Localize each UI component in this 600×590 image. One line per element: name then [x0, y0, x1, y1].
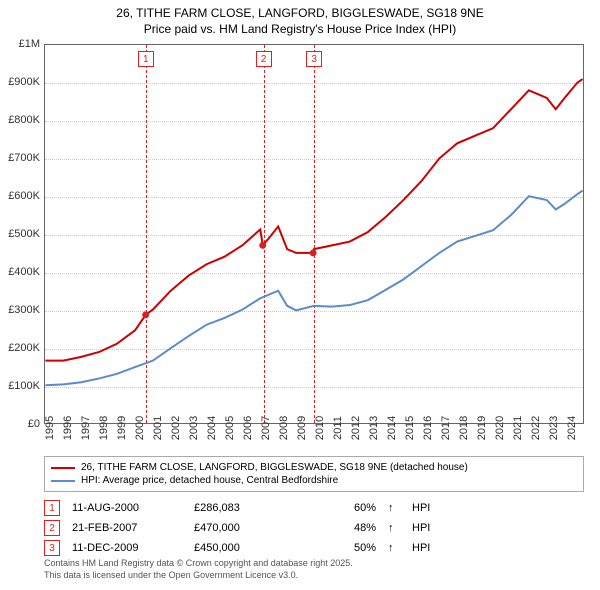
x-axis-tick-label: 2005 — [224, 416, 236, 440]
y-axis-tick-label: £1M — [19, 38, 40, 50]
transaction-pct: 50% — [316, 542, 376, 554]
title-line-2: Price paid vs. HM Land Registry's House … — [0, 22, 600, 38]
x-axis-tick-label: 2007 — [260, 416, 272, 440]
x-axis-tick-label: 2024 — [566, 416, 578, 440]
x-axis-tick-label: 2000 — [134, 416, 146, 440]
transaction-marker: 1 — [44, 500, 60, 516]
title-line-1: 26, TITHE FARM CLOSE, LANGFORD, BIGGLESW… — [0, 6, 600, 22]
x-axis-tick-label: 2020 — [494, 416, 506, 440]
legend-label: 26, TITHE FARM CLOSE, LANGFORD, BIGGLESW… — [81, 462, 468, 473]
x-axis-tick-label: 2004 — [206, 416, 218, 440]
transaction-date: 11-AUG-2000 — [72, 502, 182, 514]
x-axis-tick-label: 1998 — [98, 416, 110, 440]
chart-title: 26, TITHE FARM CLOSE, LANGFORD, BIGGLESW… — [0, 0, 600, 37]
x-axis-tick-label: 1996 — [62, 416, 74, 440]
transaction-hpi-label: HPI — [412, 542, 442, 554]
y-axis-tick-label: £600K — [8, 190, 40, 202]
x-axis-tick-label: 2017 — [440, 416, 452, 440]
y-axis-tick-label: £700K — [8, 152, 40, 164]
plot-area: 1 2 3 — [44, 44, 584, 424]
x-axis-tick-label: 2012 — [350, 416, 362, 440]
x-axis-tick-label: 2013 — [368, 416, 380, 440]
x-axis-tick-label: 2022 — [530, 416, 542, 440]
x-axis-tick-label: 2006 — [242, 416, 254, 440]
transaction-date: 21-FEB-2007 — [72, 522, 182, 534]
y-axis-tick-label: £100K — [8, 380, 40, 392]
transaction-hpi-label: HPI — [412, 502, 442, 514]
x-axis-tick-label: 1997 — [80, 416, 92, 440]
up-arrow-icon: ↑ — [388, 522, 400, 534]
y-axis-tick-label: £200K — [8, 342, 40, 354]
transaction-price: £450,000 — [194, 542, 304, 554]
legend-swatch — [51, 480, 75, 482]
legend-swatch — [51, 467, 75, 469]
transaction-price: £470,000 — [194, 522, 304, 534]
marker-label: 3 — [306, 51, 322, 67]
transaction-row: 3 11-DEC-2009 £450,000 50% ↑ HPI — [44, 538, 584, 558]
legend-label: HPI: Average price, detached house, Cent… — [81, 475, 338, 486]
transaction-row: 1 11-AUG-2000 £286,083 60% ↑ HPI — [44, 498, 584, 518]
footer-line-2: This data is licensed under the Open Gov… — [44, 570, 353, 582]
marker-dot — [259, 242, 266, 249]
y-axis-tick-label: £0 — [28, 418, 40, 430]
transaction-marker: 2 — [44, 520, 60, 536]
x-axis-tick-label: 2003 — [188, 416, 200, 440]
x-axis-tick-label: 2008 — [278, 416, 290, 440]
transaction-pct: 48% — [316, 522, 376, 534]
x-axis-tick-label: 2023 — [548, 416, 560, 440]
series-price_paid — [45, 79, 582, 361]
x-axis-tick-label: 2018 — [458, 416, 470, 440]
marker-label: 2 — [256, 51, 272, 67]
series-hpi — [45, 191, 582, 386]
chart-container: 26, TITHE FARM CLOSE, LANGFORD, BIGGLESW… — [0, 0, 600, 590]
y-axis-tick-label: £800K — [8, 114, 40, 126]
transaction-pct: 60% — [316, 502, 376, 514]
y-axis-tick-label: £400K — [8, 266, 40, 278]
transaction-hpi-label: HPI — [412, 522, 442, 534]
y-axis-tick-label: £900K — [8, 76, 40, 88]
attribution-footer: Contains HM Land Registry data © Crown c… — [44, 558, 353, 581]
marker-label: 1 — [138, 51, 154, 67]
y-axis-tick-label: £500K — [8, 228, 40, 240]
line-series — [45, 45, 583, 423]
transaction-marker: 3 — [44, 540, 60, 556]
transaction-date: 11-DEC-2009 — [72, 542, 182, 554]
x-axis-tick-label: 2010 — [314, 416, 326, 440]
x-axis-tick-label: 2016 — [422, 416, 434, 440]
x-axis-tick-label: 1995 — [44, 416, 56, 440]
x-axis-tick-label: 2014 — [386, 416, 398, 440]
marker-dot — [142, 311, 149, 318]
legend: 26, TITHE FARM CLOSE, LANGFORD, BIGGLESW… — [44, 456, 584, 492]
transaction-row: 2 21-FEB-2007 £470,000 48% ↑ HPI — [44, 518, 584, 538]
up-arrow-icon: ↑ — [388, 502, 400, 514]
up-arrow-icon: ↑ — [388, 542, 400, 554]
x-axis-tick-label: 2001 — [152, 416, 164, 440]
x-axis-tick-label: 2011 — [332, 416, 344, 440]
y-axis-tick-label: £300K — [8, 304, 40, 316]
footer-line-1: Contains HM Land Registry data © Crown c… — [44, 558, 353, 570]
legend-item: HPI: Average price, detached house, Cent… — [51, 474, 577, 487]
transaction-price: £286,083 — [194, 502, 304, 514]
legend-item: 26, TITHE FARM CLOSE, LANGFORD, BIGGLESW… — [51, 461, 577, 474]
x-axis-tick-label: 2009 — [296, 416, 308, 440]
transaction-table: 1 11-AUG-2000 £286,083 60% ↑ HPI 2 21-FEB-2007 £… — [44, 498, 584, 558]
x-axis-tick-label: 2021 — [512, 416, 524, 440]
marker-dot — [310, 249, 317, 256]
x-axis-tick-label: 2015 — [404, 416, 416, 440]
x-axis-tick-label: 2002 — [170, 416, 182, 440]
x-axis-tick-label: 1999 — [116, 416, 128, 440]
x-axis-tick-label: 2019 — [476, 416, 488, 440]
